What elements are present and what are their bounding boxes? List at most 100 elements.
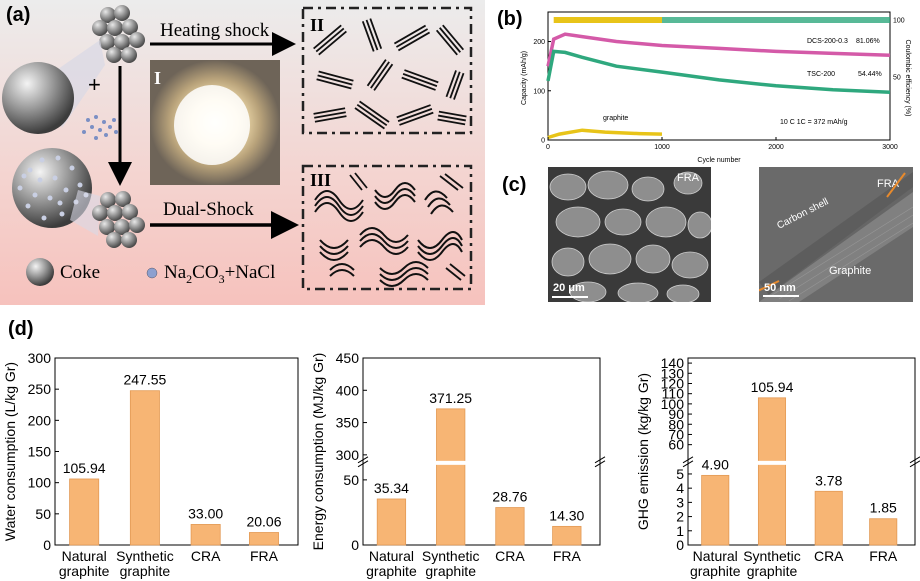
bar-synthetic-graphite [129, 390, 160, 546]
bar-value-label: 14.30 [549, 507, 584, 523]
bar-chart-ytick-label: 4 [676, 480, 684, 496]
bar-synthetic-graphite [436, 408, 466, 546]
bar-natural-graphite [376, 498, 407, 546]
category-label: Natural [369, 548, 414, 564]
cycling-ytick-right-label: 100 [893, 18, 905, 25]
bar-natural-graphite [69, 478, 100, 546]
bar-chart-ytick-label: 90 [668, 406, 684, 422]
bar-chart-frame-3 [687, 357, 916, 546]
bar-chart-ytick-label: 150 [28, 444, 52, 460]
label-roman-1: I [154, 68, 161, 88]
legend-salt-icon [146, 267, 158, 279]
category-label: graphite [59, 563, 110, 579]
category-label: Natural [62, 548, 107, 564]
bar-chart-ytick-label: 450 [336, 350, 360, 366]
bar-chart-ytick-label: 3 [676, 494, 684, 510]
curved-graphite-stacks [314, 182, 463, 287]
category-label: Synthetic [422, 548, 480, 564]
sem-fra-label: FRA [677, 172, 700, 184]
cycling-xtick-label: 0 [546, 144, 550, 151]
bar-synthetic-graphite [757, 397, 787, 546]
bar-chart-ylabel-1: Water consumption (L/kg Gr) [2, 362, 18, 541]
panel-c-label: (c) [502, 174, 527, 196]
bar-value-label: 33.00 [188, 505, 223, 521]
straight-graphite-stacks [313, 18, 467, 130]
series-label-dcs: DCS-200-0.3 [807, 38, 848, 45]
bar-chart-ytick-label: 200 [28, 412, 52, 428]
heating-shock-label: Heating shock [160, 20, 270, 41]
panel-a-graphics: + [2, 5, 473, 291]
bar-break-gap [435, 460, 466, 465]
bar-fra [552, 525, 582, 546]
cycling-xtick-label: 2000 [768, 144, 784, 151]
bar-cra [495, 507, 525, 546]
bar-value-label: 105.94 [751, 379, 794, 395]
bar-chart-ytick-label: 130 [661, 365, 685, 381]
category-label: graphite [747, 563, 798, 579]
bar-chart-ytick-label: 100 [28, 475, 52, 491]
bar-break-gap [757, 460, 787, 465]
coke-particle-cluster-bottom [92, 191, 145, 248]
bar-chart-ytick-label: 250 [28, 381, 52, 397]
bar-chart-ytick-label: 2 [676, 509, 684, 525]
bar-value-label: 371.25 [429, 390, 472, 406]
category-label: FRA [250, 548, 279, 564]
category-label: Synthetic [743, 548, 801, 564]
panel-b-label: (b) [497, 8, 523, 30]
bar-fra [248, 532, 279, 546]
bar-chart-ytick-label: 110 [662, 386, 685, 402]
bar-natural-graphite [701, 474, 730, 546]
bar-chart-ytick-label: 300 [28, 350, 52, 366]
category-label: FRA [553, 548, 582, 564]
axis-break-mark [909, 460, 920, 468]
tem-image: Carbon shell FRA Graphite 50 nm [759, 167, 913, 302]
coke-particle-cluster-top [92, 5, 145, 63]
coke-large-sphere [2, 62, 74, 134]
cycling-ytick-label: 100 [533, 88, 545, 95]
cycling-chart: 0 1000 2000 3000 0 100 200 50 100 Capacity (mAh/… [521, 11, 911, 164]
bar-chart-ytick-label: 0 [676, 537, 684, 553]
bar-chart-frame-2 [362, 357, 601, 546]
axis-break-mark [357, 460, 369, 468]
panel-a-label: (a) [6, 4, 31, 26]
bar-chart-ytick-label: 50 [343, 472, 359, 488]
box-iii-curved-graphite [301, 164, 473, 291]
dual-shock-label: Dual-Shock [163, 199, 254, 220]
bar-value-label: 20.06 [246, 513, 281, 529]
bar-chart-ylabel-3: GHG emission (kg/kg Gr) [635, 373, 651, 530]
tem-graphite-label: Graphite [829, 265, 871, 277]
cycling-xtick-label: 3000 [882, 144, 898, 151]
legend-coke-label: Coke [60, 262, 101, 283]
bar-chart-ytick-label: 140 [661, 355, 685, 371]
series-line-dcs-200-0.3 [546, 32, 891, 67]
bar-chart-ytick-label: 0 [43, 537, 51, 553]
axis-break-mark [682, 460, 694, 468]
category-label: graphite [366, 563, 417, 579]
bar-chart-ytick-label: 5 [676, 466, 684, 482]
bar-chart-ytick-label: 60 [668, 437, 684, 453]
category-label: Synthetic [116, 548, 174, 564]
plus-sign: + [88, 72, 101, 97]
short-lines-iii [349, 172, 466, 281]
bar-chart-ytick-label: 300 [336, 447, 360, 463]
environmental-bar-charts: Water consumption (L/kg Gr)Naturalgraphi… [2, 350, 920, 579]
sem-image: FRA 20 μm [548, 167, 711, 302]
axis-break-mark [682, 456, 694, 464]
series-line-graphite [547, 128, 663, 140]
cycling-ylabel-left: Capacity (mAh/g) [521, 51, 528, 105]
bar-value-label: 35.34 [374, 480, 409, 496]
bar-fra [869, 518, 898, 546]
cycling-ytick-label: 200 [533, 39, 545, 46]
sem-scale-label: 20 μm [553, 282, 585, 294]
cycling-ytick-label: 0 [541, 138, 545, 145]
cycling-ylabel-right: Coulombic efficiency (%) [904, 40, 911, 117]
bar-value-label: 28.76 [492, 489, 527, 505]
axis-break-mark [594, 460, 606, 468]
cycling-xlabel: Cycle number [697, 157, 741, 164]
panel-d-label: (d) [8, 318, 34, 340]
bar-chart-ytick-label: 70 [668, 426, 684, 442]
bar-chart-ytick-label: 120 [661, 375, 685, 391]
retention-tsc: 54.44% [858, 71, 882, 78]
category-label: graphite [120, 563, 171, 579]
panel-a-schematic: (a) [0, 0, 485, 305]
